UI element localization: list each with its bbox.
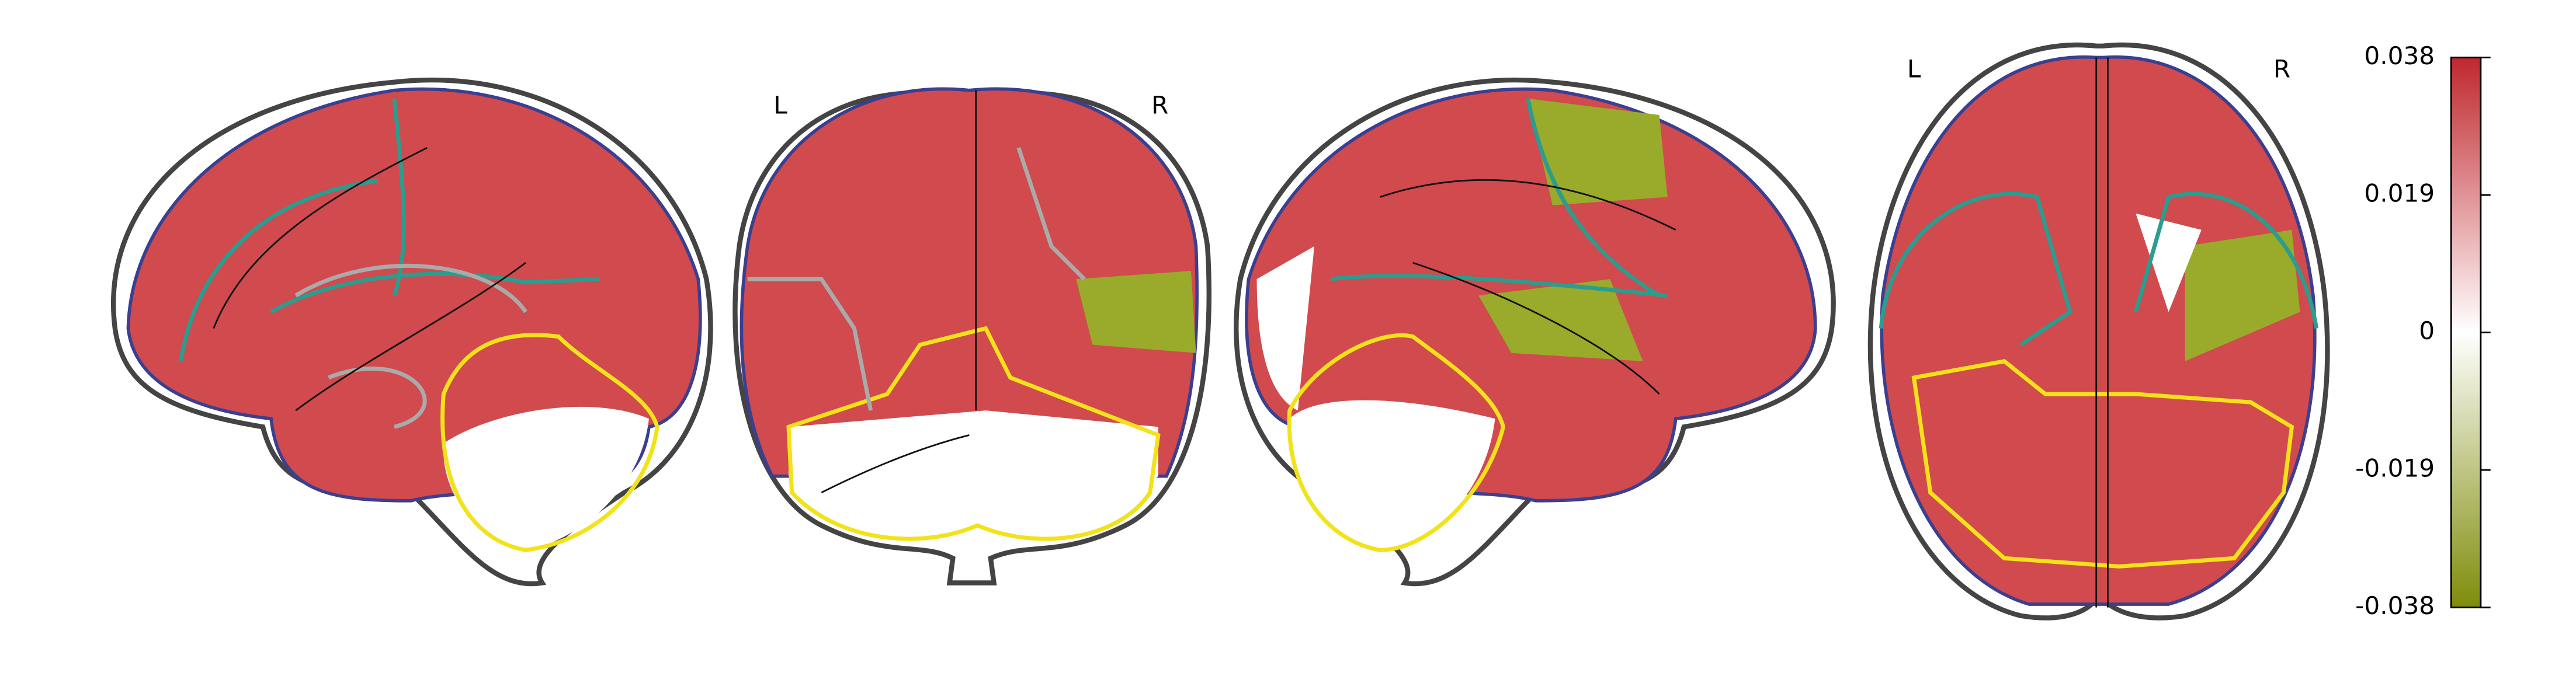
orientation-label: L [773,90,787,119]
colorbar-tick-label: -0.019 [2355,454,2435,483]
orientation-label: R [1151,90,1168,119]
orientation-label: R [2273,54,2290,83]
sagittal-right-view [1234,77,1836,587]
colorbar-tick-label: -0.038 [2355,591,2435,620]
orientation-label: L [1907,54,1921,83]
sagittal-left-view [111,77,713,587]
colorbar-tick-label: 0 [2419,316,2435,345]
colorbar-scale [2450,57,2482,609]
colorbar: 0.038 0.019 0 -0.019 -0.038 [2355,41,2491,620]
axial-view: L R [1867,42,2330,621]
colorbar-tick-label: 0.019 [2364,179,2435,208]
colorbar-tick-label: 0.038 [2364,41,2435,70]
coronal-view: L R [732,87,1212,586]
